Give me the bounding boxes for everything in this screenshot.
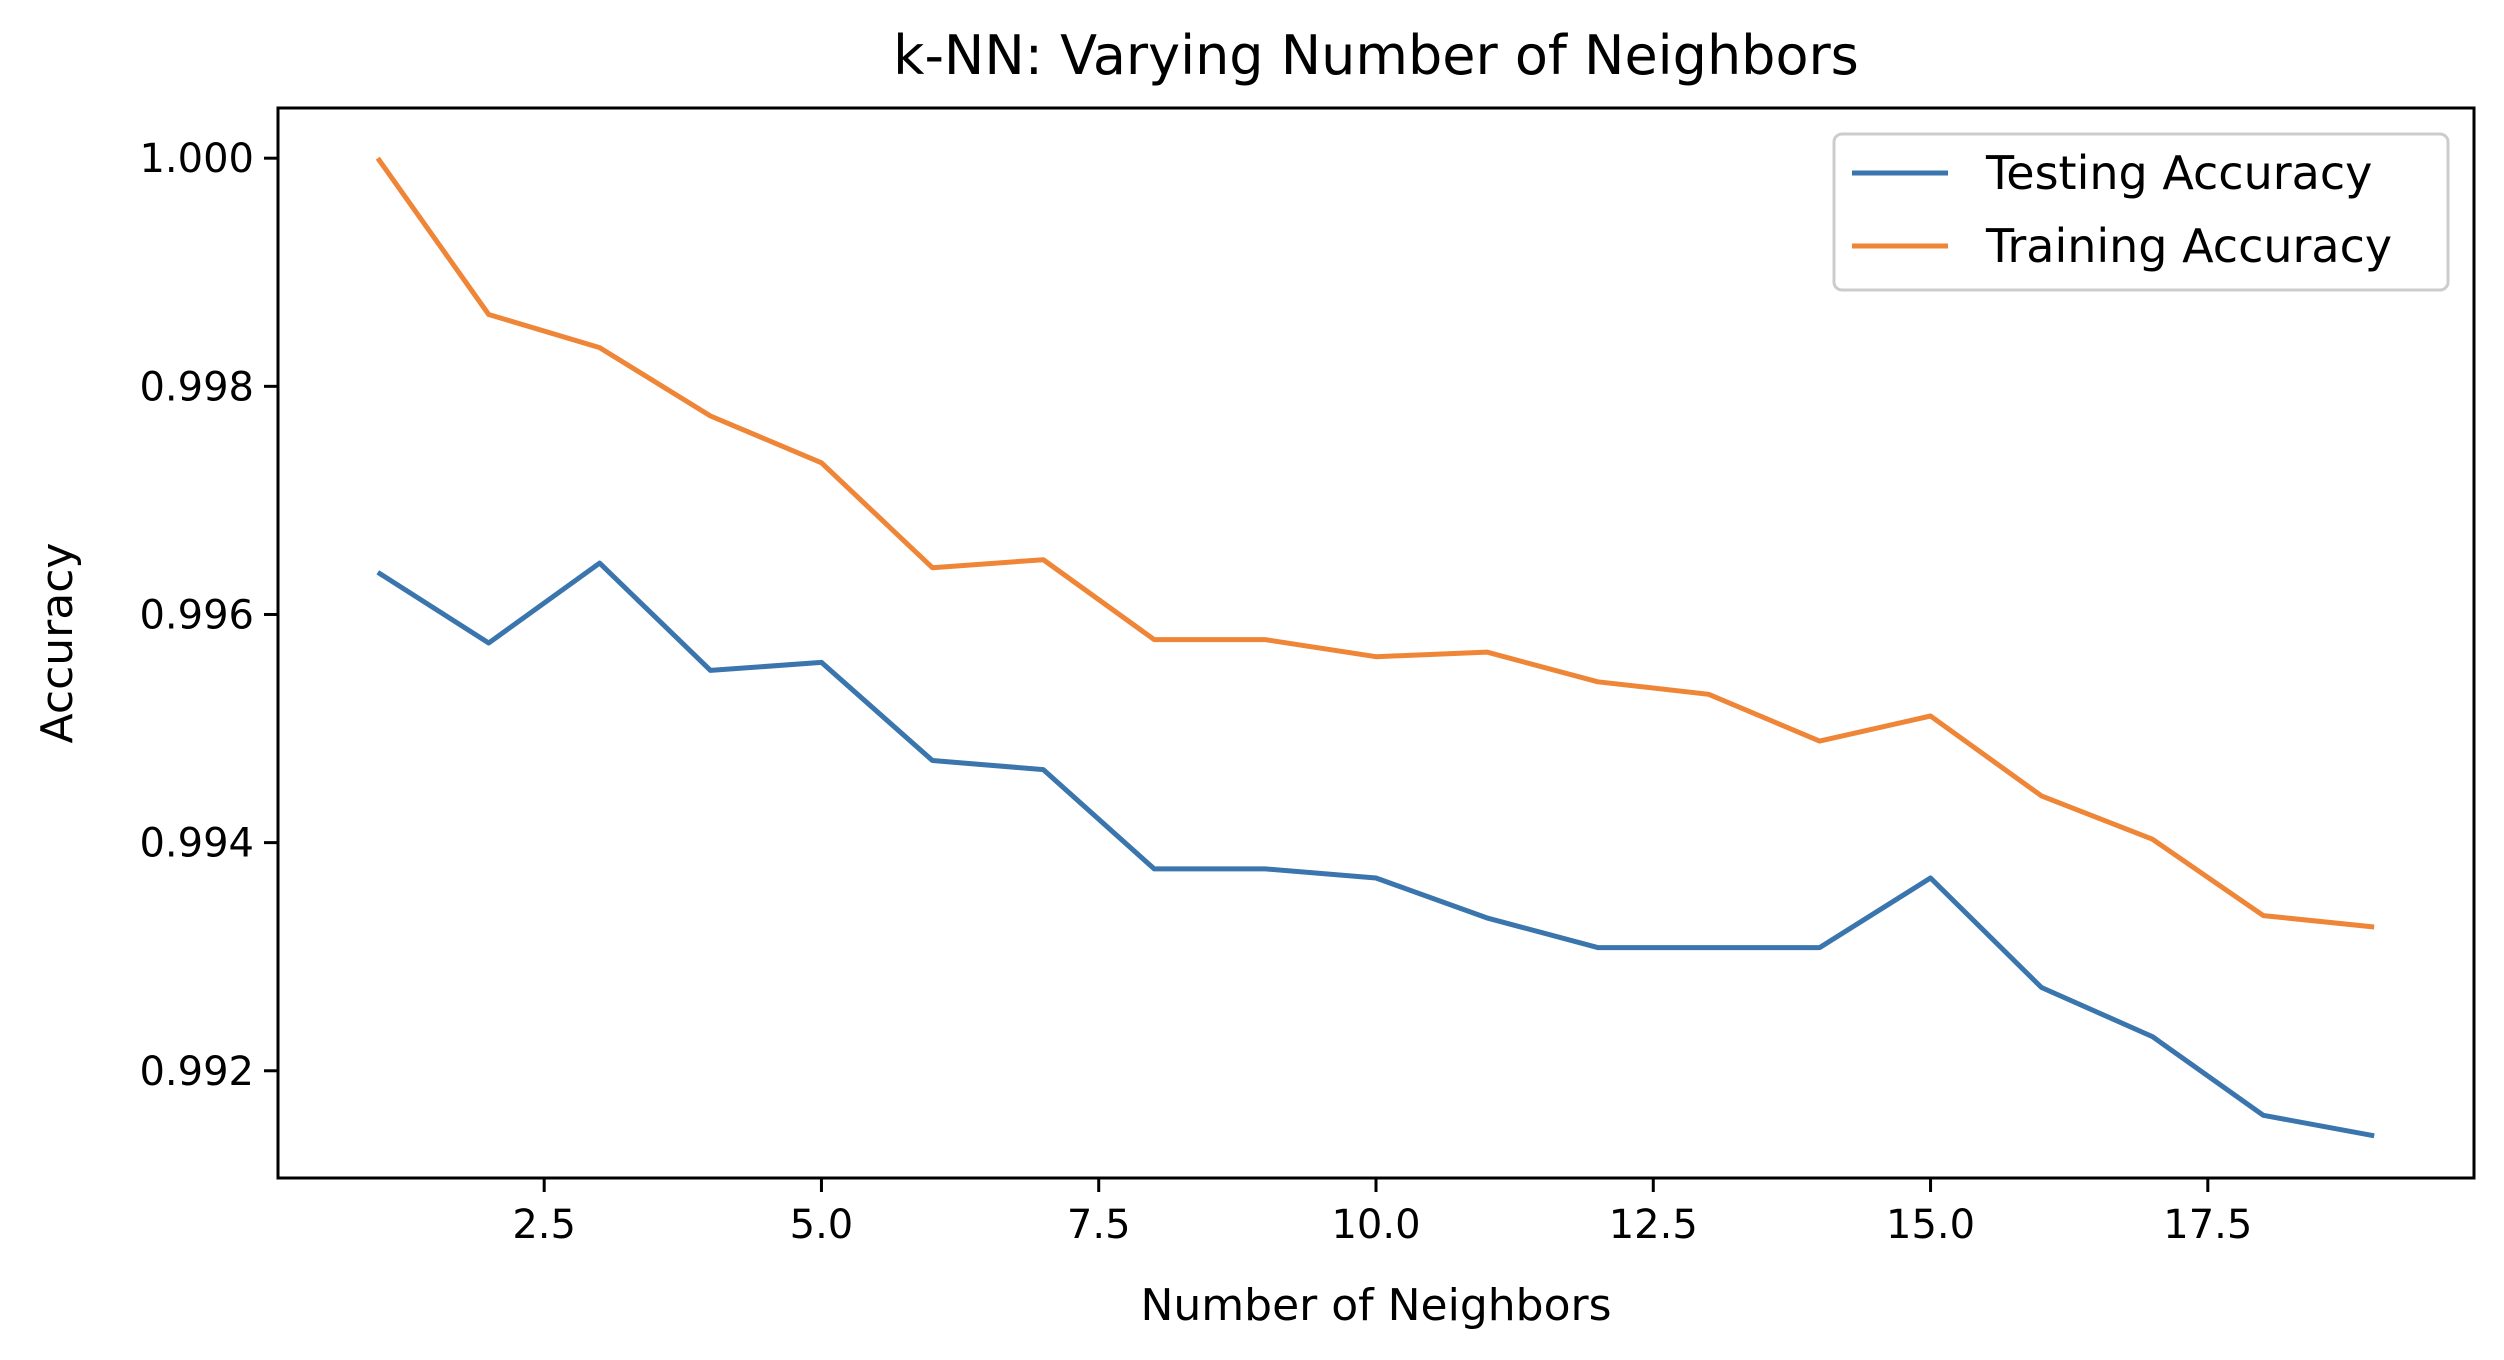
x-tick-label: 17.5 <box>2163 1202 2252 1248</box>
x-tick-label: 15.0 <box>1886 1202 1975 1248</box>
legend-label-training-accuracy: Training Accuracy <box>1985 219 2392 273</box>
x-tick-label: 12.5 <box>1609 1202 1698 1248</box>
legend-label-testing-accuracy: Testing Accuracy <box>1985 146 2372 200</box>
legend-box <box>1832 132 2450 292</box>
y-tick-label: 0.996 <box>139 592 254 638</box>
x-axis-label: Number of Neighbors <box>1140 1280 1611 1331</box>
y-axis-label: Accuracy <box>32 543 83 744</box>
x-tick-label: 7.5 <box>1067 1202 1131 1248</box>
x-tick-label: 2.5 <box>512 1202 576 1248</box>
y-tick-label: 0.994 <box>139 821 254 867</box>
y-tick-label: 0.992 <box>139 1049 254 1095</box>
y-axis: 0.992 0.994 0.996 0.998 1.000 <box>139 136 278 1095</box>
x-tick-label: 10.0 <box>1331 1202 1420 1248</box>
legend: Testing Accuracy Training Accuracy <box>1832 132 2450 292</box>
y-tick-label: 1.000 <box>139 136 254 182</box>
x-tick-label: 5.0 <box>790 1202 854 1248</box>
chart-title: k-NN: Varying Number of Neighbors <box>893 24 1859 87</box>
plot-lines <box>375 156 2375 1139</box>
y-tick-label: 0.998 <box>139 364 254 410</box>
x-axis: 2.5 5.0 7.5 10.0 12.5 15.0 17.5 <box>512 1178 2252 1248</box>
